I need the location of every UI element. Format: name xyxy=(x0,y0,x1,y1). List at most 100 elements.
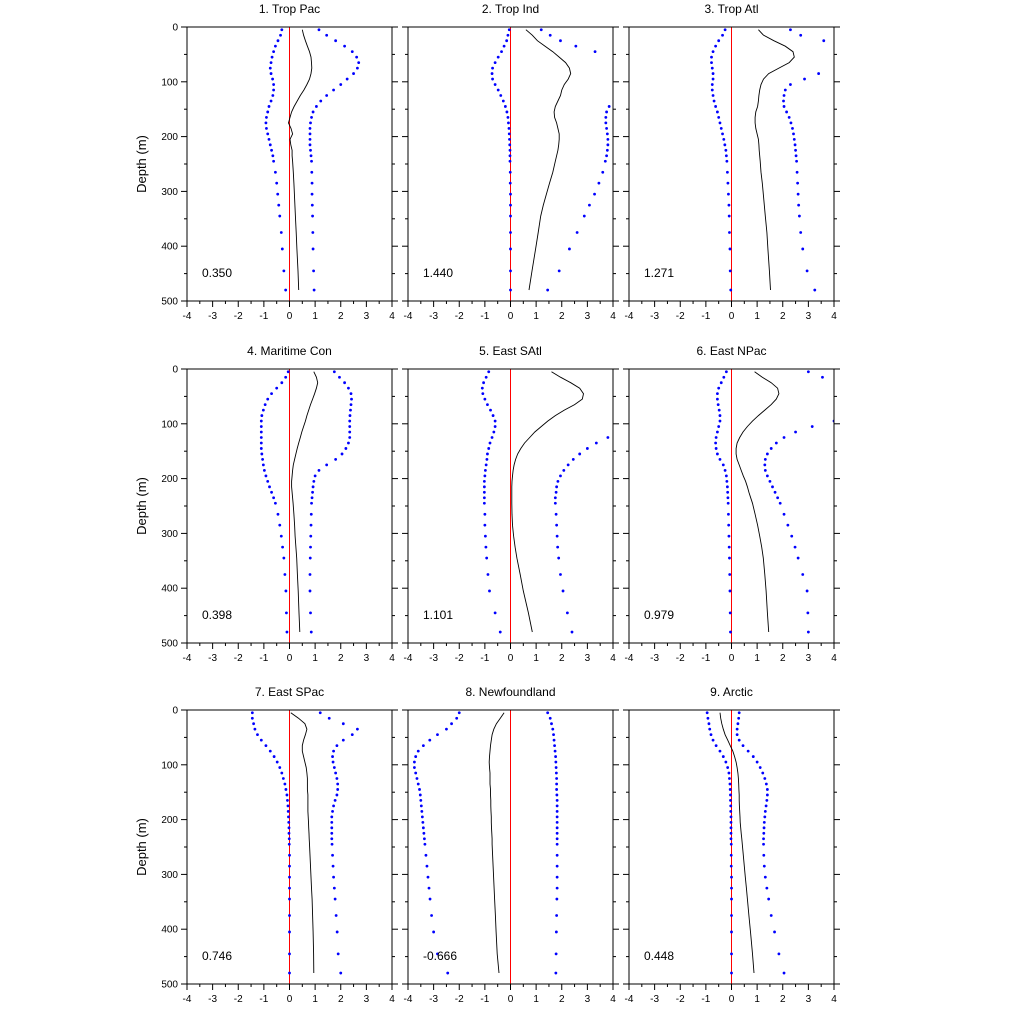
upper-bound-point xyxy=(794,154,798,158)
lower-bound-point xyxy=(285,611,288,615)
lower-bound-point xyxy=(729,799,732,802)
lower-bound-point xyxy=(272,50,276,54)
lower-bound-point xyxy=(282,556,286,560)
lower-bound-point xyxy=(508,143,512,147)
lower-bound-point xyxy=(727,512,730,516)
upper-bound-point xyxy=(606,137,610,141)
upper-bound-point xyxy=(555,815,559,819)
lower-bound-point xyxy=(287,820,291,824)
lower-bound-point xyxy=(725,159,729,163)
upper-bound-point xyxy=(768,479,772,483)
upper-bound-point xyxy=(331,755,334,758)
lower-bound-point xyxy=(482,381,485,385)
mean-line xyxy=(719,712,755,974)
x-tick-label: -2 xyxy=(234,311,243,322)
upper-bound-point xyxy=(737,738,741,742)
lower-bound-point xyxy=(264,744,268,748)
x-tick-label: -4 xyxy=(625,311,634,322)
upper-bound-point xyxy=(765,799,769,802)
lower-bound-point xyxy=(288,914,291,917)
panel-title: 5. East SAtl xyxy=(479,344,542,358)
lower-bound-point xyxy=(505,39,509,43)
lower-bound-point xyxy=(265,116,268,119)
upper-bound-point xyxy=(761,771,765,775)
x-tick-label: 1 xyxy=(312,994,318,1005)
upper-bound-point xyxy=(603,159,607,163)
lower-bound-point xyxy=(427,886,431,890)
lower-bound-point xyxy=(723,468,727,472)
upper-bound-point xyxy=(348,419,352,423)
y-tick-label: 200 xyxy=(161,815,178,826)
lower-bound-point xyxy=(727,534,731,538)
upper-bound-point xyxy=(341,738,345,742)
lower-bound-point xyxy=(488,441,492,445)
lower-bound-point xyxy=(486,573,490,576)
lower-bound-point xyxy=(482,479,486,483)
lower-bound-point xyxy=(707,722,711,726)
upper-bound-point xyxy=(311,231,315,234)
upper-bound-point xyxy=(331,760,335,764)
lower-bound-point xyxy=(281,777,285,780)
lower-bound-point xyxy=(728,589,732,593)
panel-7: -4 -3 -2 -1 0 1 2 3 4 0 100 200 300 400 500 Depth (m) 7.… xyxy=(134,685,398,1005)
lower-bound-point xyxy=(280,28,284,32)
upper-bound-point xyxy=(555,782,559,786)
upper-bound-point xyxy=(762,820,766,824)
upper-bound-point xyxy=(606,143,610,147)
upper-bound-point xyxy=(335,930,339,934)
lower-bound-point xyxy=(708,727,712,731)
upper-bound-point xyxy=(755,760,759,764)
upper-bound-point xyxy=(783,88,787,92)
upper-bound-point xyxy=(555,831,559,835)
upper-bound-point xyxy=(762,831,766,835)
lower-bound-point xyxy=(425,864,429,868)
upper-bound-point xyxy=(310,170,314,174)
lower-bound-point xyxy=(288,875,291,879)
x-tick-label: -1 xyxy=(480,994,489,1005)
lower-bound-point xyxy=(506,116,510,119)
lower-bound-point xyxy=(724,474,728,478)
upper-bound-point xyxy=(554,760,558,764)
upper-bound-point xyxy=(334,771,338,775)
upper-bound-point xyxy=(330,831,334,835)
upper-bound-point xyxy=(553,744,556,748)
lower-bound-point xyxy=(282,269,286,273)
upper-bound-point xyxy=(556,545,560,549)
lower-bound-point xyxy=(419,799,423,802)
lower-bound-point xyxy=(421,820,425,824)
upper-bound-point xyxy=(352,72,355,75)
y-tick-label: 200 xyxy=(161,474,178,485)
upper-bound-point xyxy=(771,485,774,489)
panel-data xyxy=(250,711,359,975)
upper-bound-point xyxy=(763,875,767,879)
upper-bound-point xyxy=(848,387,851,390)
upper-bound-point xyxy=(311,485,315,489)
upper-bound-point xyxy=(782,99,785,103)
y-tick-label: 0 xyxy=(172,706,178,717)
upper-bound-point xyxy=(798,214,801,218)
upper-bound-point xyxy=(801,573,805,576)
lower-bound-point xyxy=(421,826,425,830)
lower-bound-point xyxy=(498,630,502,634)
lower-bound-point xyxy=(506,33,510,37)
panel-data xyxy=(413,711,559,975)
upper-bound-point xyxy=(343,381,346,385)
upper-bound-point xyxy=(789,28,792,32)
lower-bound-point xyxy=(252,722,256,726)
upper-bound-point xyxy=(848,409,851,412)
x-tick-label: 3 xyxy=(585,311,591,322)
lower-bound-point xyxy=(268,143,272,147)
x-tick-label: 4 xyxy=(610,311,616,322)
upper-bound-point xyxy=(575,231,579,234)
panel-value: 0.350 xyxy=(202,266,232,280)
lower-bound-point xyxy=(450,722,453,726)
lower-bound-point xyxy=(719,381,723,385)
upper-bound-point xyxy=(330,820,334,824)
upper-bound-point xyxy=(308,556,312,560)
upper-bound-point xyxy=(555,799,559,802)
lower-bound-point xyxy=(275,760,279,764)
lower-bound-point xyxy=(250,711,254,715)
x-tick-label: -2 xyxy=(455,311,464,322)
lower-bound-point xyxy=(423,842,427,846)
upper-bound-point xyxy=(582,214,586,218)
